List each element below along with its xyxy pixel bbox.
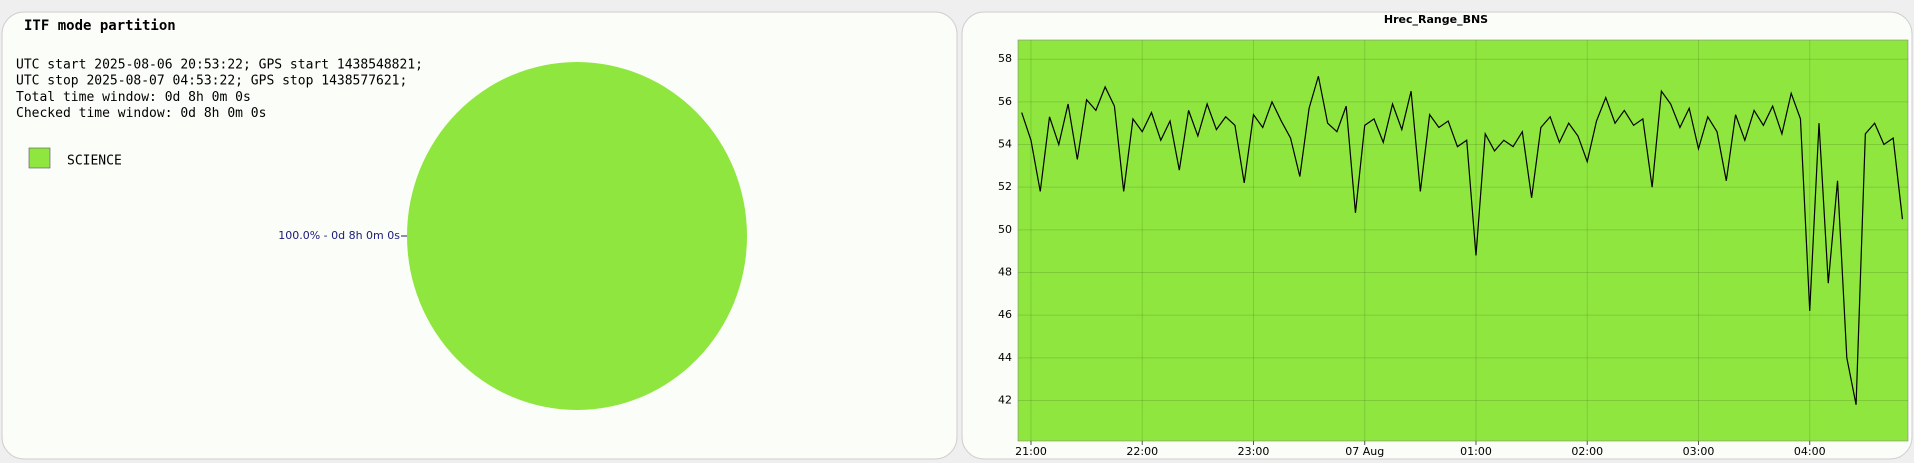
info-line: UTC stop 2025-08-07 04:53:22; GPS stop 1…	[16, 74, 407, 89]
y-tick-label: 58	[998, 52, 1012, 65]
legend-swatch	[28, 147, 51, 169]
x-tick-label: 21:00	[1015, 445, 1047, 458]
x-tick-label: 03:00	[1683, 445, 1715, 458]
y-tick-label: 56	[998, 95, 1012, 108]
info-line: Total time window: 0d 8h 0m 0s	[16, 90, 251, 105]
y-tick-label: 54	[998, 138, 1012, 151]
y-tick-label: 44	[998, 351, 1012, 364]
plot-area	[1017, 39, 1909, 442]
pie-title: ITF mode partition	[24, 18, 176, 34]
x-tick-label: 04:00	[1794, 445, 1826, 458]
x-tick-label: 01:00	[1460, 445, 1492, 458]
y-tick-label: 50	[998, 223, 1012, 236]
x-tick-label: 07 Aug	[1345, 445, 1384, 458]
legend-label: SCIENCE	[67, 154, 122, 169]
pie-slice	[407, 62, 747, 410]
info-line: Checked time window: 0d 8h 0m 0s	[16, 106, 266, 121]
y-tick-label: 46	[998, 308, 1012, 321]
y-tick-label: 48	[998, 265, 1012, 278]
x-tick-label: 23:00	[1238, 445, 1270, 458]
y-tick-label: 42	[998, 393, 1012, 406]
slice-label: 100.0% - 0d 8h 0m 0s	[278, 229, 400, 242]
x-tick-label: 22:00	[1126, 445, 1158, 458]
y-tick-label: 52	[998, 180, 1012, 193]
line-title: Hrec_Range_BNS	[1384, 13, 1488, 26]
info-line: UTC start 2025-08-06 20:53:22; GPS start…	[16, 58, 423, 73]
x-tick-label: 02:00	[1571, 445, 1603, 458]
line-series	[1021, 76, 1904, 405]
